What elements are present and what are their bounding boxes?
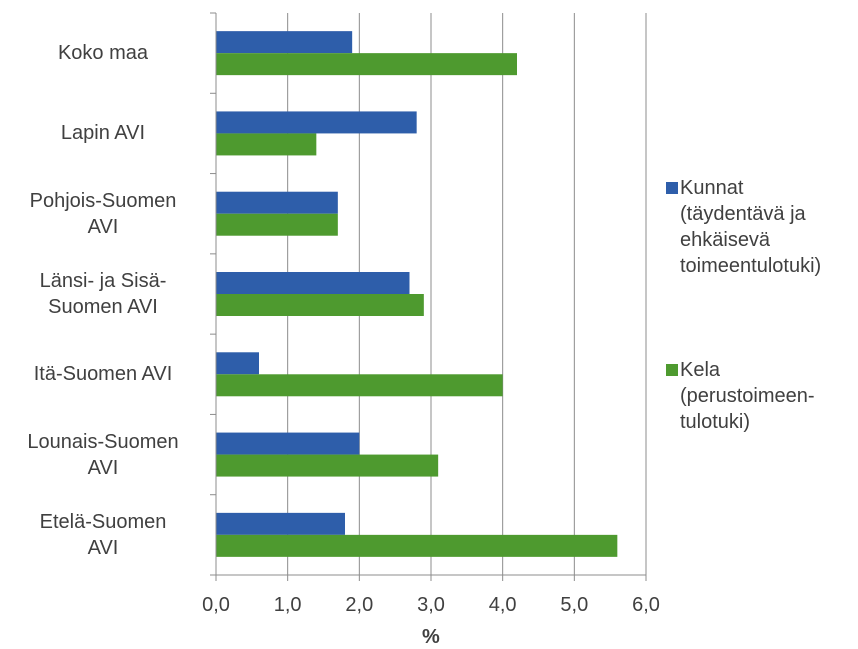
bars-group: [216, 31, 618, 557]
category-label-2: Pohjois-Suomen AVI: [29, 189, 177, 238]
category-label-5: Lounais-Suomen AVI: [27, 430, 179, 479]
bar-kunnat-0: [216, 31, 353, 54]
x-tick-label-5: 5,0: [560, 594, 588, 616]
bar-kela-2: [216, 213, 338, 236]
bar-kela-0: [216, 53, 517, 76]
bar-kunnat-3: [216, 272, 410, 294]
bar-kunnat-5: [216, 432, 360, 455]
bar-kunnat-1: [216, 111, 417, 134]
legend-swatch-kunnat: [666, 182, 678, 194]
bar-kunnat-6: [216, 512, 345, 535]
bar-kela-3: [216, 294, 424, 316]
x-tick-label-4: 4,0: [489, 594, 517, 616]
x-axis-title: %: [422, 626, 440, 648]
x-tick-label-6: 6,0: [632, 594, 660, 616]
legend-label-kela: Kela (perustoimeen- tulotuki): [680, 359, 815, 433]
category-label-6: Etelä-Suomen AVI: [39, 510, 167, 559]
category-label-0: Koko maa: [57, 42, 149, 65]
x-tick-label-3: 3,0: [417, 594, 445, 616]
x-tick-labels: 0,0 1,0 2,0 3,0 4,0 5,0 6,0: [202, 594, 660, 616]
x-tick-label-2: 2,0: [345, 594, 373, 616]
x-tick-label-0: 0,0: [202, 594, 230, 616]
category-label-1: Lapin AVI: [60, 122, 146, 145]
category-label-3: Länsi- ja Sisä- Suomen AVI: [39, 270, 167, 318]
legend-label-kunnat: Kunnat (täydentävä ja ehkäisevä toimeent…: [680, 177, 822, 277]
bar-kunnat-4: [216, 352, 259, 375]
axes: [210, 12, 647, 581]
gridlines: [287, 13, 647, 575]
x-tick-label-1: 1,0: [274, 594, 302, 616]
category-label-4: Itä-Suomen AVI: [33, 363, 173, 386]
bar-kunnat-2: [216, 191, 338, 214]
bar-kela-6: [216, 534, 618, 557]
bar-kela-1: [216, 133, 317, 156]
bar-kela-5: [216, 454, 439, 477]
legend-swatch-kela: [666, 364, 678, 376]
bar-kela-4: [216, 374, 503, 397]
